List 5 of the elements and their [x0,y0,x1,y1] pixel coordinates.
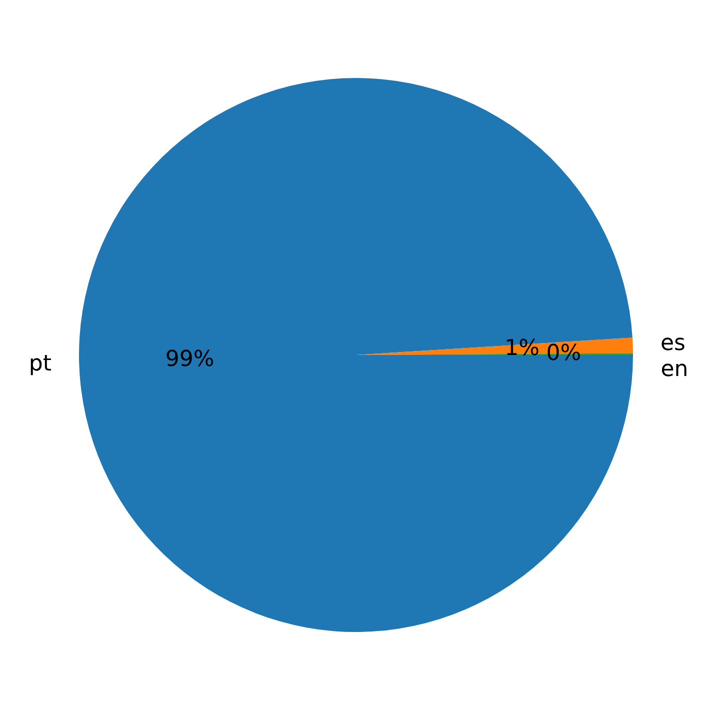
data-label: 99% [165,346,214,372]
data-label: 0% [546,341,582,366]
slice-label: pt [28,351,52,376]
slice-label: es [660,331,686,356]
slice-label: en [660,357,688,382]
